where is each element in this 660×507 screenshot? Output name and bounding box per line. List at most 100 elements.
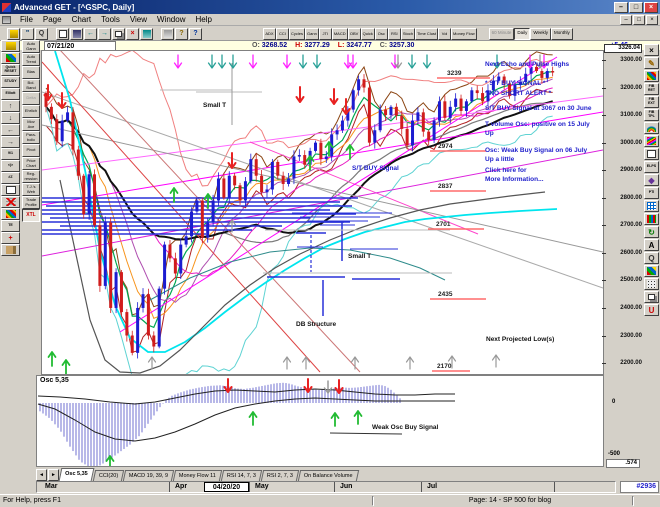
- tool-auto-trend[interactable]: Auto Trend: [22, 53, 40, 66]
- mob-icon[interactable]: [644, 213, 659, 225]
- regression-channel-icon[interactable]: ◆: [644, 174, 659, 186]
- gann-fan-icon[interactable]: [644, 135, 659, 147]
- tab-rsi-2-7-3[interactable]: RSI 2, 7, 3: [260, 470, 300, 481]
- indicator-button-vol[interactable]: Vol: [438, 27, 452, 40]
- menu-window[interactable]: Window: [157, 15, 186, 24]
- text-tool-icon[interactable]: A: [644, 239, 659, 251]
- fib-retracement-icon[interactable]: FIB RET: [644, 83, 659, 95]
- scroll-up-icon[interactable]: ↑: [1, 100, 20, 112]
- tab-scroll-right[interactable]: ►: [48, 469, 59, 481]
- indicator-button-jti[interactable]: JTI: [318, 27, 332, 40]
- mdi-restore-button[interactable]: □: [633, 14, 645, 25]
- fib-time-projection-icon[interactable]: FIB TPL: [644, 109, 659, 121]
- snap-grid-icon[interactable]: [644, 278, 659, 290]
- delete-lines-icon[interactable]: [1, 196, 20, 208]
- close-button[interactable]: ×: [644, 1, 658, 13]
- tool-ehrlich[interactable]: Ehrlich: [22, 105, 40, 118]
- menu-help[interactable]: Help: [195, 15, 212, 24]
- price-chart[interactable]: Next Echo and Pulse Highs * S/T BUY SIGNA…: [41, 49, 604, 406]
- study-icon[interactable]: STUDY: [1, 76, 20, 88]
- pti-icon[interactable]: PTI: [644, 187, 659, 199]
- tool-bias[interactable]: Bias: [22, 66, 40, 79]
- indicator-button-cci[interactable]: CCI: [276, 27, 289, 40]
- grid-icon[interactable]: [644, 200, 659, 212]
- add-study-icon[interactable]: +: [1, 232, 20, 244]
- indicator-button-obv[interactable]: OBV: [347, 27, 361, 40]
- timeframe-weekly[interactable]: Weekly: [530, 27, 552, 40]
- indicator-button-quick[interactable]: Quick: [360, 27, 375, 40]
- menu-page[interactable]: Page: [42, 15, 62, 24]
- tool-price-chart[interactable]: Price Chart: [22, 157, 40, 170]
- menu-chart[interactable]: Chart: [71, 15, 92, 24]
- indicator-button-adx[interactable]: ADX: [263, 27, 276, 40]
- indicator-button-stoch[interactable]: Stoch: [400, 27, 416, 40]
- fib-extension-icon[interactable]: FIB EXT: [644, 96, 659, 108]
- compress-icon[interactable]: <|>: [1, 160, 20, 172]
- minimize-button[interactable]: –: [614, 1, 628, 13]
- tab-rsi-14-7-3[interactable]: RSI 14, 7, 3: [220, 470, 263, 481]
- tab-osc-5-35[interactable]: Osc 5,35: [58, 468, 95, 481]
- tool-trade-profile[interactable]: Trade Profile: [22, 196, 40, 209]
- scroll-right-icon[interactable]: →: [1, 136, 20, 148]
- menu-view[interactable]: View: [129, 15, 148, 24]
- zap-icon[interactable]: #Z: [1, 172, 20, 184]
- scroll-left-icon[interactable]: ←: [1, 124, 20, 136]
- tab-money-flow-11[interactable]: Money Flow 11: [172, 470, 223, 481]
- tool-auto-gann[interactable]: Auto Gann: [22, 40, 40, 53]
- indicator-button-gann[interactable]: Gann: [305, 27, 319, 40]
- mdi-close-button[interactable]: ×: [646, 14, 658, 25]
- tool-bol-band[interactable]: Bol. Band: [22, 79, 40, 92]
- mdi-minimize-button[interactable]: –: [620, 14, 632, 25]
- tab-macd-19-39-9[interactable]: MACD 19, 39, 9: [122, 470, 175, 481]
- indicator-button-time-clust[interactable]: Time Clust: [415, 27, 439, 40]
- indicator-button-money-flow[interactable]: Money Flow: [451, 27, 477, 40]
- new-chart-icon[interactable]: [56, 27, 69, 40]
- quote-icon[interactable]: ": [21, 27, 34, 40]
- oscillator-panel[interactable]: Osc 5,35 Weak Osc Buy Signal: [36, 375, 604, 470]
- date-marker-box[interactable]: 04/20/20: [204, 482, 249, 492]
- copy-page-icon[interactable]: [644, 291, 659, 303]
- indicator-button-rsi[interactable]: RSI: [387, 27, 401, 40]
- open-icon[interactable]: [7, 27, 20, 40]
- tool-xtl[interactable]: XTL: [22, 209, 40, 222]
- zoom-chart-icon[interactable]: [1, 208, 20, 220]
- palette-icon[interactable]: [644, 265, 659, 277]
- split-view-icon[interactable]: 9/1: [1, 148, 20, 160]
- paste-icon[interactable]: [140, 27, 153, 40]
- tool-mov-ave[interactable]: Mov Ave: [22, 118, 40, 131]
- tab-cci-20-[interactable]: CCI(20): [92, 470, 125, 481]
- menu-tools[interactable]: Tools: [101, 15, 120, 24]
- trendlines-icon[interactable]: [644, 70, 659, 82]
- te-icon[interactable]: TE: [1, 220, 20, 232]
- zoom-tool-icon[interactable]: Q: [644, 252, 659, 264]
- elliott-icon[interactable]: Elliott: [1, 88, 20, 100]
- refresh-icon[interactable]: ↻: [644, 226, 659, 238]
- tool-t-j-s-web[interactable]: T.J.'s Web: [22, 183, 40, 196]
- ellipse-tool-icon[interactable]: ELPS: [644, 161, 659, 173]
- indicator-button-cycles[interactable]: Cycles: [289, 27, 306, 40]
- tool-reg-ression[interactable]: Reg-ression: [22, 170, 40, 183]
- help-icon[interactable]: ?: [175, 27, 188, 40]
- quick-reset-icon[interactable]: Quick RESET: [1, 64, 20, 76]
- timeframe-monthly[interactable]: Monthly: [551, 27, 573, 40]
- gann-arc-icon[interactable]: [644, 122, 659, 134]
- underline-icon[interactable]: U: [644, 304, 659, 316]
- timeframe-daily[interactable]: Daily: [514, 27, 531, 40]
- export-icon[interactable]: →: [98, 27, 111, 40]
- copy-icon[interactable]: [112, 27, 125, 40]
- tab-on-balance-volume[interactable]: On Balance Volume: [297, 470, 359, 481]
- maximize-button[interactable]: □: [629, 1, 643, 13]
- tab-scroll-left[interactable]: ◄: [36, 469, 47, 481]
- symbols-icon[interactable]: [1, 52, 20, 64]
- indicator-button-osc[interactable]: Osc: [374, 27, 388, 40]
- rectangle-tool-icon[interactable]: [644, 148, 659, 160]
- tool-para-bolic[interactable]: Para-bolic: [22, 131, 40, 144]
- mdi-child-icon[interactable]: [2, 15, 11, 24]
- pencil-icon[interactable]: ✎: [644, 57, 659, 69]
- close-icon[interactable]: ×: [644, 44, 659, 56]
- print-icon[interactable]: [161, 27, 174, 40]
- menu-file[interactable]: File: [20, 15, 33, 24]
- exit-icon[interactable]: [1, 244, 20, 256]
- delete-icon[interactable]: ×: [126, 27, 139, 40]
- chart-open-icon[interactable]: [1, 40, 20, 52]
